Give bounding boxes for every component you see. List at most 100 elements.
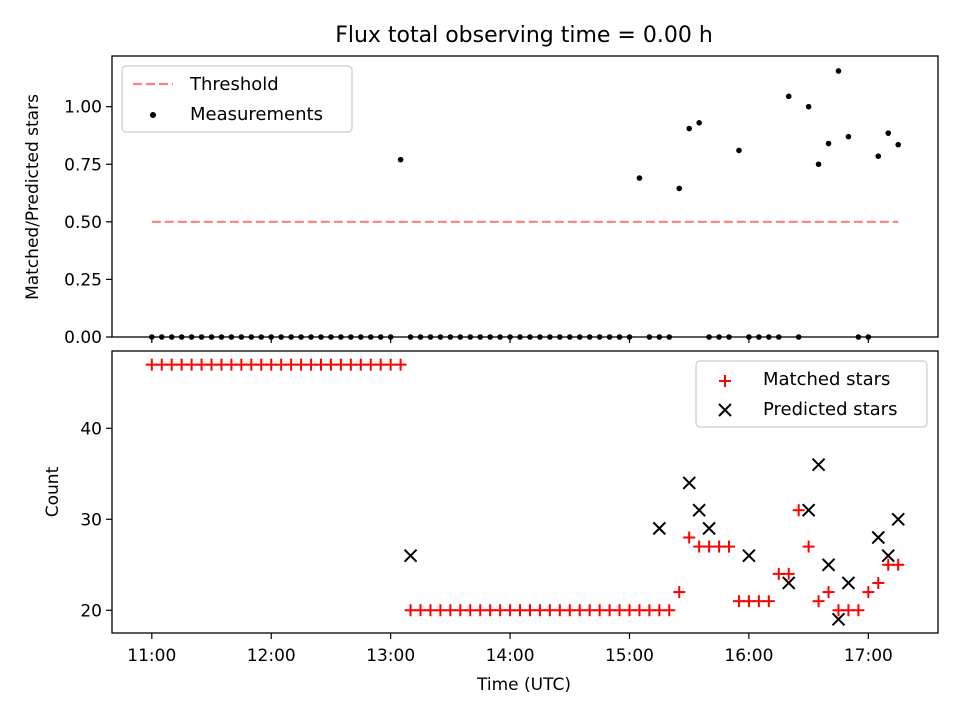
- bottom-legend: Matched stars Predicted stars: [695, 360, 928, 428]
- measurement-point: [766, 334, 772, 340]
- matched-point: [394, 358, 407, 371]
- measurement-point: [706, 334, 712, 340]
- measurement-point: [188, 334, 195, 340]
- top-y-tick-label: 0.00: [64, 328, 102, 348]
- predicted-point: [682, 476, 696, 490]
- predicted-point: [782, 576, 796, 590]
- predicted-point: [742, 548, 756, 563]
- measurement-point: [547, 334, 553, 340]
- measurement-point: [537, 334, 543, 340]
- measurement-point: [477, 334, 484, 340]
- matched-point: [663, 604, 676, 617]
- measurement-point: [626, 334, 633, 340]
- measurement-point: [596, 334, 603, 340]
- matched-point: [762, 595, 775, 608]
- measurement-point: [835, 68, 842, 74]
- measurement-point: [815, 161, 822, 168]
- predicted-point: [891, 512, 905, 526]
- matched-point: [892, 558, 905, 571]
- top-marks: [149, 68, 901, 340]
- predicted-point: [841, 576, 856, 590]
- measurement-point: [248, 334, 255, 340]
- measurement-point: [417, 334, 424, 340]
- measurement-point: [666, 334, 673, 340]
- measurement-point: [885, 130, 892, 136]
- measurement-point: [149, 334, 155, 340]
- measurement-point: [875, 153, 882, 159]
- measurement-point: [656, 334, 663, 340]
- x-tick-label: 11:00: [127, 646, 176, 666]
- matched-point: [673, 586, 686, 599]
- top-panel: 0.00 0.25 0.50 0.75 1.00 Matched/Predicted s…: [23, 55, 939, 348]
- measurement-point: [447, 334, 454, 340]
- measurement-point: [367, 334, 374, 340]
- measurement-point: [238, 334, 245, 340]
- matched-point: [862, 586, 875, 599]
- legend-measurements-swatch: [150, 112, 156, 118]
- measurement-point: [736, 147, 742, 154]
- top-y-tick-label: 0.25: [64, 270, 102, 290]
- measurement-point: [497, 334, 503, 340]
- measurement-point: [746, 334, 752, 340]
- measurement-point: [437, 334, 444, 340]
- measurement-point: [218, 334, 225, 340]
- measurement-point: [686, 125, 693, 132]
- measurement-point: [726, 334, 732, 340]
- measurement-point: [527, 334, 533, 340]
- bottom-panel: 20 30 40 11:00 12:00 13:00 14:00 15:00 16:00 17:…: [43, 350, 939, 695]
- measurement-point: [865, 334, 872, 340]
- measurement-point: [586, 334, 593, 340]
- top-y-tick-label: 0.50: [64, 213, 102, 233]
- matched-point: [723, 540, 736, 553]
- measurement-point: [457, 334, 464, 340]
- matched-point: [802, 540, 815, 553]
- measurement-point: [268, 334, 275, 340]
- predicted-point: [831, 612, 846, 627]
- legend-matched-swatch: [719, 375, 731, 387]
- top-y-axis-label: Matched/Predicted stars: [23, 94, 43, 300]
- predicted-point: [811, 458, 826, 472]
- matched-point: [872, 576, 885, 589]
- measurement-point: [576, 334, 583, 340]
- measurement-point: [756, 334, 762, 340]
- matched-point: [822, 586, 835, 599]
- measurement-point: [377, 334, 384, 340]
- measurement-point: [646, 334, 653, 340]
- measurement-point: [298, 334, 304, 340]
- measurement-point: [895, 141, 901, 148]
- measurement-point: [308, 334, 314, 340]
- bottom-y-tick-label: 20: [80, 601, 102, 621]
- top-y-tick-label: 0.75: [64, 155, 102, 175]
- bottom-marks: [145, 358, 905, 627]
- measurement-point: [198, 334, 205, 340]
- measurement-point: [178, 334, 185, 340]
- top-legend-box: [121, 65, 353, 133]
- measurement-point: [566, 334, 573, 340]
- legend-predicted-label: Predicted stars: [763, 399, 897, 420]
- measurement-point: [278, 334, 284, 340]
- x-tick-label: 13:00: [366, 646, 415, 666]
- bottom-y-ticks: 20 30 40: [80, 419, 112, 621]
- measurement-point: [158, 334, 165, 340]
- measurement-point: [288, 334, 294, 340]
- measurement-point: [397, 156, 404, 163]
- measurement-point: [606, 334, 613, 340]
- predicted-point: [652, 521, 667, 536]
- measurement-point: [427, 334, 434, 340]
- predicted-point: [403, 548, 418, 563]
- bottom-y-tick-label: 30: [80, 510, 102, 530]
- x-tick-label: 16:00: [724, 646, 773, 666]
- bottom-x-ticks: 11:00 12:00 13:00 14:00 15:00 16:00 17:00: [127, 633, 893, 666]
- bottom-legend-box: [695, 360, 928, 428]
- legend-predicted-swatch: [718, 403, 732, 417]
- measurement-point: [716, 334, 722, 340]
- legend-matched-label: Matched stars: [763, 369, 890, 390]
- measurement-point: [407, 334, 414, 340]
- x-axis-label: Time (UTC): [476, 675, 571, 695]
- measurement-point: [338, 334, 344, 340]
- measurement-point: [258, 334, 265, 340]
- predicted-point: [702, 521, 716, 536]
- measurement-point: [318, 334, 324, 340]
- measurement-point: [825, 140, 832, 147]
